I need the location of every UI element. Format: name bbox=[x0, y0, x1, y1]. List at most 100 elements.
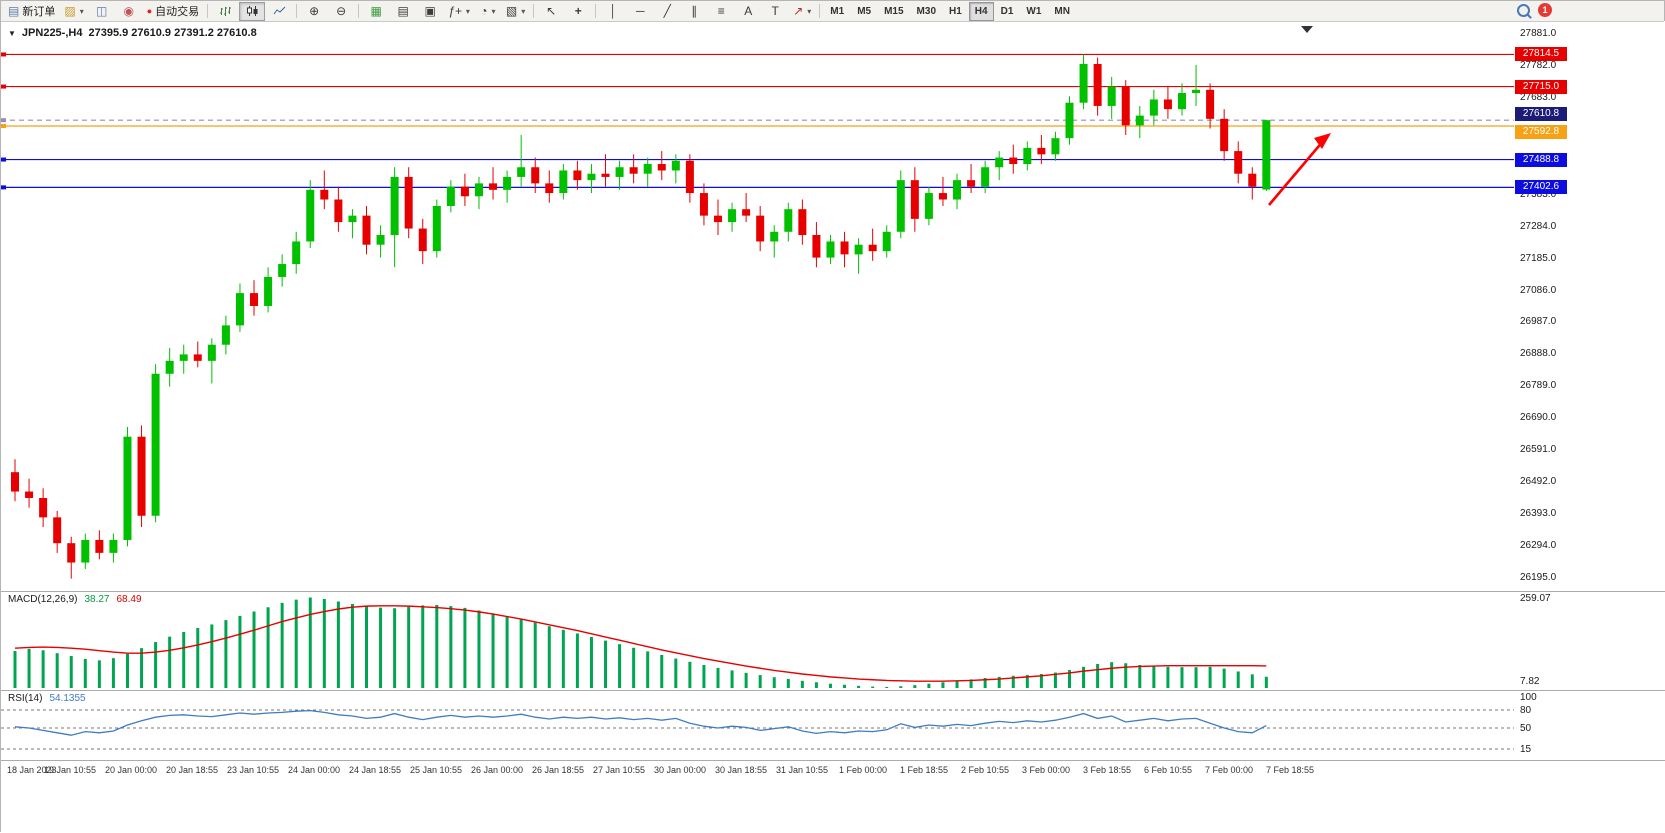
arrange-windows-button[interactable]: ▤ bbox=[390, 2, 416, 21]
time-axis-label: 26 Jan 00:00 bbox=[470, 765, 524, 775]
new-order-label: 新订单 bbox=[22, 6, 56, 18]
label-icon: T bbox=[771, 4, 779, 18]
zoom-in-button[interactable]: ⊕ bbox=[301, 2, 327, 21]
panel-separator-macd[interactable] bbox=[1, 591, 1665, 592]
channel-tool-button[interactable]: ∥ bbox=[681, 2, 707, 21]
timeframe-m1-button[interactable]: M1 bbox=[830, 5, 845, 17]
panel-separator-time-axis[interactable] bbox=[1, 760, 1665, 761]
chart-type-candles-button[interactable] bbox=[239, 1, 266, 21]
timeframe-h1-button[interactable]: H1 bbox=[949, 5, 962, 17]
time-axis-label: 23 Jan 10:55 bbox=[226, 765, 280, 775]
price-scale-label: 26690.0 bbox=[1520, 412, 1557, 424]
arrange-windows-icon: ▤ bbox=[397, 4, 409, 18]
zoom-out-button[interactable]: ⊖ bbox=[328, 2, 354, 21]
arrows-tool-button[interactable]: ↗ ▾ bbox=[789, 2, 815, 21]
line-chart-icon bbox=[273, 6, 285, 15]
resistance-lower-price-badge: 27715.0 bbox=[1515, 79, 1567, 94]
one-click-trading-toggle[interactable]: ▼ bbox=[8, 28, 16, 38]
clock-icon: ◔ bbox=[480, 4, 488, 18]
timeframe-m30-button[interactable]: M30 bbox=[916, 5, 936, 17]
new-chart-button[interactable]: ▨ ▾ bbox=[60, 2, 87, 21]
time-axis-label: 1 Feb 00:00 bbox=[838, 765, 888, 775]
vertical-line-tool-button[interactable]: │ bbox=[600, 2, 626, 21]
indicators-button[interactable]: ƒ+ ▾ bbox=[444, 2, 474, 21]
chart-shift-marker[interactable] bbox=[1301, 26, 1313, 33]
arrow-shapes-icon: ↗ bbox=[793, 4, 804, 18]
label-tool-button[interactable]: T bbox=[762, 2, 788, 21]
time-axis-label: 6 Feb 10:55 bbox=[1143, 765, 1193, 775]
time-axis-label: 20 Jan 00:00 bbox=[104, 765, 158, 775]
new-order-button[interactable]: ▤ 新订单 bbox=[4, 2, 59, 21]
resistance-lower-edge-marker bbox=[1, 84, 6, 89]
time-axis-label: 27 Jan 10:55 bbox=[592, 765, 646, 775]
macd-main-value: 38.27 bbox=[84, 594, 110, 605]
resistance-upper-edge-marker bbox=[1, 52, 6, 57]
time-axis-label: 20 Jan 18:55 bbox=[165, 765, 219, 775]
horizontal-line-icon: ─ bbox=[635, 4, 645, 18]
macd-plot bbox=[13, 597, 1268, 688]
panel-separator-rsi[interactable] bbox=[1, 690, 1665, 691]
time-axis-label: 2 Feb 10:55 bbox=[960, 765, 1010, 775]
profiles-button[interactable]: ◫ bbox=[89, 2, 115, 21]
toolbar-right-group: 1 bbox=[1517, 3, 1552, 17]
macd-signal-value: 68.49 bbox=[116, 594, 142, 605]
fibonacci-icon: ≡ bbox=[717, 4, 725, 18]
time-axis-label: 19 Jan 10:55 bbox=[43, 765, 97, 775]
templates-button[interactable]: ▧ ▾ bbox=[502, 2, 529, 21]
autotrading-label: 自动交易 bbox=[155, 6, 200, 18]
ohlc-values: 27395.9 27610.9 27391.2 27610.8 bbox=[88, 27, 257, 39]
zoom-out-icon: ⊖ bbox=[336, 4, 347, 18]
price-scale[interactable]: 27881.027782.027683.027383.027284.027185… bbox=[1514, 21, 1665, 760]
periods-button[interactable]: ◔ ▾ bbox=[475, 2, 501, 21]
tile-windows-button[interactable]: ▦ bbox=[363, 2, 389, 21]
profiles-icon: ◫ bbox=[96, 4, 108, 18]
alerts-icon: ◉ bbox=[123, 4, 134, 18]
macd-scale-min: 7.82 bbox=[1520, 676, 1540, 687]
chart-type-line-button[interactable] bbox=[266, 2, 292, 21]
timeframe-d1-button[interactable]: D1 bbox=[1000, 5, 1014, 17]
template-icon: ▧ bbox=[505, 4, 518, 18]
support-upper-price-badge: 27488.8 bbox=[1515, 152, 1567, 167]
timeframe-m5-button[interactable]: M5 bbox=[857, 5, 872, 17]
vertical-line-icon: │ bbox=[609, 4, 617, 18]
chart-type-bars-button[interactable] bbox=[212, 2, 238, 21]
rsi-header: RSI(14) 54.1355 bbox=[8, 693, 86, 704]
macd-label: MACD(12,26,9) bbox=[8, 594, 78, 605]
search-icon[interactable] bbox=[1517, 3, 1530, 17]
trend-arrow[interactable] bbox=[1268, 133, 1331, 206]
timeframe-h4-button[interactable]: H4 bbox=[968, 1, 994, 21]
toolbar-separator bbox=[358, 4, 360, 18]
time-axis[interactable]: 18 Jan 2023 19 Jan 10:55 20 Jan 00:00 20 Ja… bbox=[1, 760, 1514, 780]
price-scale-label: 26789.0 bbox=[1520, 380, 1557, 392]
timeframe-w1-button[interactable]: W1 bbox=[1026, 5, 1042, 17]
time-axis-label: 7 Feb 00:00 bbox=[1204, 765, 1254, 775]
channel-icon: ∥ bbox=[691, 4, 698, 18]
price-scale-label: 26195.0 bbox=[1520, 572, 1557, 584]
candlesticks bbox=[11, 54, 1271, 579]
text-tool-button[interactable]: A bbox=[735, 2, 761, 21]
rsi-scale-100: 100 bbox=[1520, 692, 1537, 703]
autotrading-status-icon: ● bbox=[146, 5, 153, 16]
horizontal-line-tool-button[interactable]: ─ bbox=[627, 2, 653, 21]
cursor-tool-button[interactable]: ↖ bbox=[538, 2, 564, 21]
cascade-windows-button[interactable]: ▣ bbox=[417, 2, 443, 21]
chart-plot-area[interactable] bbox=[1, 21, 1665, 833]
autotrading-button[interactable]: ● 自动交易 bbox=[143, 2, 203, 21]
timeframe-mn-button[interactable]: MN bbox=[1054, 5, 1070, 17]
cascade-windows-icon: ▣ bbox=[424, 4, 436, 18]
time-axis-label: 24 Jan 00:00 bbox=[287, 765, 341, 775]
fibonacci-tool-button[interactable]: ≡ bbox=[708, 2, 734, 21]
rsi-scale-80: 80 bbox=[1520, 705, 1532, 716]
alerts-button[interactable]: ◉ bbox=[116, 2, 142, 21]
support-lower-edge-marker bbox=[1, 185, 6, 190]
timeframe-m15-button[interactable]: M15 bbox=[884, 5, 904, 17]
crosshair-tool-button[interactable]: + bbox=[565, 2, 591, 21]
crosshair-icon: + bbox=[574, 4, 582, 18]
chevron-down-icon: ▾ bbox=[465, 6, 470, 16]
notification-badge[interactable]: 1 bbox=[1538, 3, 1552, 17]
trendline-tool-button[interactable]: ╱ bbox=[654, 2, 680, 21]
price-scale-label: 27881.0 bbox=[1520, 28, 1557, 39]
bid-price-price-badge: 27610.8 bbox=[1515, 107, 1567, 122]
chevron-down-icon: ▾ bbox=[807, 6, 812, 16]
time-axis-label: 7 Feb 18:55 bbox=[1265, 765, 1315, 775]
